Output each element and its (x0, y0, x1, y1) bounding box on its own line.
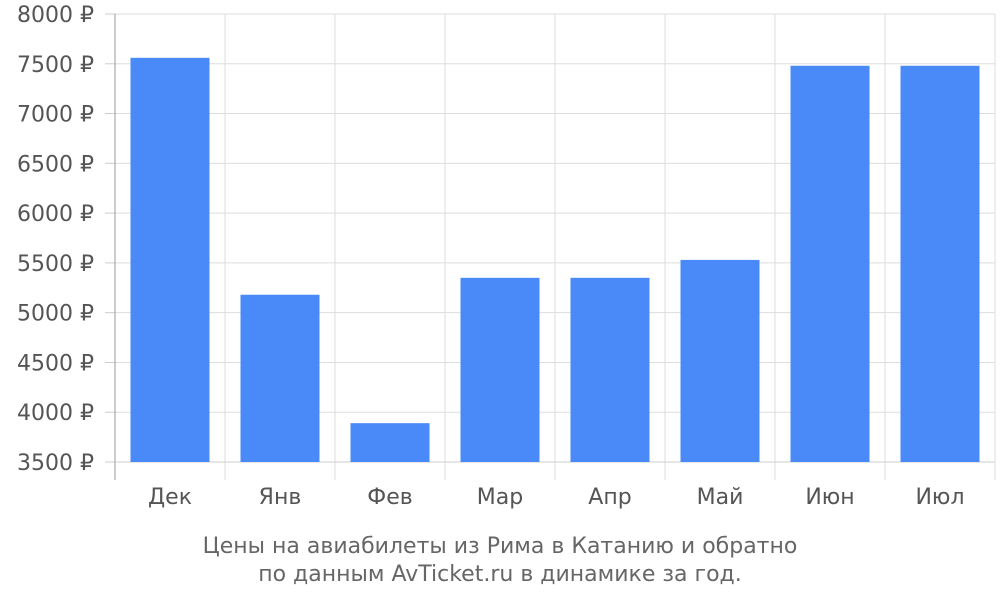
bar-chart: 3500 ₽ 4000 ₽ 4500 ₽ 5000 ₽ 5500 ₽ 6000 ₽ 6500… (17, 3, 996, 510)
y-tick-label: 4000 ₽ (17, 401, 94, 426)
y-tick-label: 3500 ₽ (17, 451, 94, 476)
x-tick-label: Дек (148, 485, 192, 510)
bar (900, 65, 980, 462)
bar (130, 57, 210, 462)
chart-caption-line-2: по данным AvTicket.ru в динамике за год. (258, 562, 742, 587)
y-tick-label: 5000 ₽ (17, 302, 94, 327)
bar (680, 259, 760, 462)
y-tick-label: 6000 ₽ (17, 202, 94, 227)
bar (350, 423, 430, 462)
y-tick-label: 5500 ₽ (17, 252, 94, 277)
x-tick-label: Май (697, 485, 744, 510)
x-tick-label: Июл (915, 485, 964, 510)
y-tick-label: 8000 ₽ (17, 3, 94, 28)
bar (570, 277, 650, 462)
bar (790, 65, 870, 462)
y-tick-label: 7500 ₽ (17, 53, 94, 78)
x-tick-label: Янв (259, 485, 302, 510)
bar (240, 294, 320, 462)
x-tick-label: Мар (477, 485, 523, 510)
y-tick-label: 7000 ₽ (17, 103, 94, 128)
y-tick-label: 6500 ₽ (17, 152, 94, 177)
bar (460, 277, 540, 462)
chart-caption-line-1: Цены на авиабилеты из Рима в Катанию и о… (202, 534, 798, 559)
x-tick-label: Фев (367, 485, 412, 510)
x-tick-label: Апр (588, 485, 631, 510)
y-tick-label: 4500 ₽ (17, 351, 94, 376)
x-tick-label: Июн (805, 485, 854, 510)
